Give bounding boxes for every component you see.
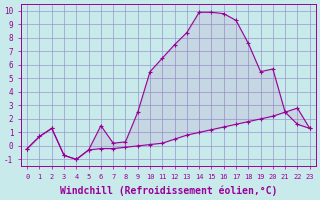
X-axis label: Windchill (Refroidissement éolien,°C): Windchill (Refroidissement éolien,°C) bbox=[60, 185, 277, 196]
